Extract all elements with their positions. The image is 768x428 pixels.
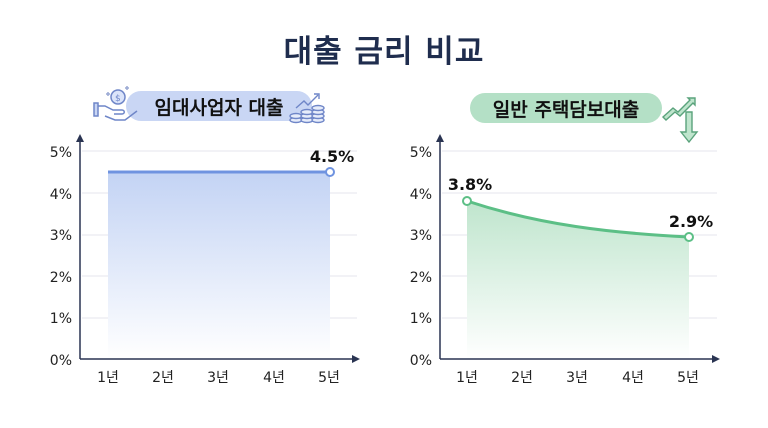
right-area-fill	[467, 201, 689, 359]
x-tick-label: 2년	[152, 370, 174, 386]
mortgage-loan-label: 일반 주택담보대출	[470, 93, 662, 123]
right-start-point	[462, 196, 472, 206]
right-series-line	[466, 199, 690, 239]
left-area-fill	[108, 172, 330, 359]
rental-business-loan-text: 임대사업자 대출	[154, 96, 284, 119]
trend-coins-icon	[289, 93, 325, 124]
x-tick-label: 5년	[318, 370, 340, 386]
left-chart: 5% 4% 3% 2% 1% 0% 1년 2년 3년 4년 5년 4.5%	[50, 134, 360, 386]
y-tick-label: 5%	[410, 145, 432, 161]
y-tick-label: 1%	[410, 311, 432, 327]
trend-down-arrow-icon	[661, 97, 699, 144]
left-end-point	[325, 167, 335, 177]
x-tick-label: 1년	[456, 370, 478, 386]
y-tick-label: 0%	[50, 353, 72, 369]
hand-coin-icon: $	[93, 86, 138, 121]
x-tick-label: 4년	[622, 370, 644, 386]
x-tick-label: 1년	[97, 370, 119, 386]
x-tick-label: 2년	[511, 370, 533, 386]
x-tick-label: 4년	[263, 370, 285, 386]
right-start-value-label: 3.8%	[448, 175, 492, 194]
y-tick-label: 3%	[50, 228, 72, 244]
x-tick-label: 3년	[566, 370, 588, 386]
right-end-value-label: 2.9%	[669, 212, 713, 231]
y-tick-label: 2%	[410, 270, 432, 286]
right-chart: 5% 4% 3% 2% 1% 0% 1년 2년 3년 4년 5년 3.8% 2.…	[410, 134, 720, 386]
left-value-label: 4.5%	[310, 147, 354, 166]
y-tick-label: 4%	[50, 187, 72, 203]
y-tick-label: 5%	[50, 145, 72, 161]
y-tick-label: 4%	[410, 187, 432, 203]
mortgage-loan-text: 일반 주택담보대출	[492, 98, 640, 121]
svg-text:$: $	[115, 94, 121, 104]
y-tick-label: 3%	[410, 228, 432, 244]
y-tick-label: 0%	[410, 353, 432, 369]
x-tick-label: 3년	[207, 370, 229, 386]
page-title: 대출 금리 비교	[283, 34, 485, 70]
y-tick-label: 2%	[50, 270, 72, 286]
rental-business-loan-label: 임대사업자 대출	[126, 91, 312, 121]
y-tick-label: 1%	[50, 311, 72, 327]
x-tick-label: 5년	[677, 370, 699, 386]
right-end-point	[684, 232, 694, 242]
